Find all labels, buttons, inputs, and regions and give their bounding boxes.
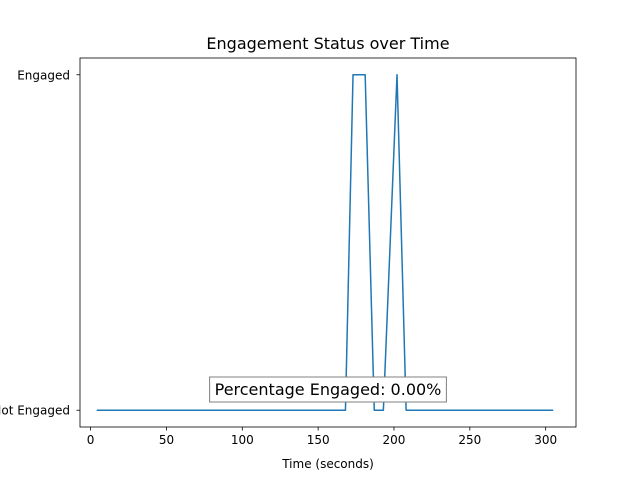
percentage-engaged-annotation: Percentage Engaged: 0.00%: [215, 380, 442, 399]
x-tick-label: 300: [534, 433, 557, 447]
annotation-layer: Percentage Engaged: 0.00%: [209, 376, 447, 403]
engagement-series-line-0: [96, 74, 554, 411]
x-tick-label: 250: [458, 433, 481, 447]
plot-area: [96, 74, 554, 411]
x-axis-label: Time (seconds): [281, 457, 374, 471]
x-tick-label: 150: [307, 433, 330, 447]
axes-frame: [79, 57, 577, 428]
axes: 0 50 100 150 200 250 300 Not Engaged Engaged: [0, 57, 577, 447]
x-tick-label: 0: [87, 433, 95, 447]
x-tick-label: 50: [159, 433, 174, 447]
x-tick-label: 200: [383, 433, 406, 447]
y-tick-label: Engaged: [17, 68, 70, 82]
y-tick-label: Not Engaged: [0, 404, 70, 418]
chart-title: Engagement Status over Time: [206, 34, 449, 53]
x-tick-label: 100: [231, 433, 254, 447]
annotation-box: [209, 376, 447, 403]
